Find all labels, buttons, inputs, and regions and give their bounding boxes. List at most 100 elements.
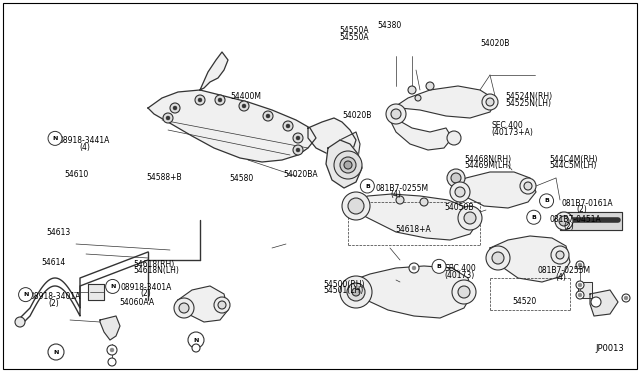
Text: (2): (2) <box>141 289 152 298</box>
Text: 54618(RH): 54618(RH) <box>133 260 174 269</box>
Circle shape <box>286 124 290 128</box>
Text: 544C5M(LH): 544C5M(LH) <box>549 161 596 170</box>
Circle shape <box>409 263 419 273</box>
Circle shape <box>450 182 470 202</box>
Text: 54020B: 54020B <box>480 39 509 48</box>
Text: B: B <box>544 198 549 203</box>
Text: (40173+A): (40173+A) <box>492 128 533 137</box>
Text: B: B <box>531 215 536 220</box>
Text: 54610: 54610 <box>64 170 88 179</box>
Circle shape <box>108 358 116 366</box>
Circle shape <box>458 206 482 230</box>
Circle shape <box>624 296 628 300</box>
Text: (40173): (40173) <box>444 271 474 280</box>
Polygon shape <box>390 110 452 150</box>
Polygon shape <box>148 90 316 162</box>
Circle shape <box>451 173 461 183</box>
Text: 54588+B: 54588+B <box>146 173 182 182</box>
Text: (4): (4) <box>79 143 90 152</box>
Circle shape <box>198 98 202 102</box>
Circle shape <box>218 98 222 102</box>
Text: 54050B: 54050B <box>444 203 474 212</box>
Text: 544C4M(RH): 544C4M(RH) <box>549 155 598 164</box>
Circle shape <box>386 104 406 124</box>
Circle shape <box>106 279 120 294</box>
Circle shape <box>110 348 114 352</box>
Circle shape <box>342 192 370 220</box>
Circle shape <box>486 246 510 270</box>
Text: 54550A: 54550A <box>339 33 369 42</box>
Text: 081B7-0451A: 081B7-0451A <box>549 215 601 224</box>
Circle shape <box>524 182 532 190</box>
Text: 54520: 54520 <box>512 297 536 306</box>
Circle shape <box>192 344 200 352</box>
Circle shape <box>344 161 352 169</box>
Polygon shape <box>178 286 228 322</box>
Polygon shape <box>490 236 570 282</box>
Text: 54469M(LH): 54469M(LH) <box>465 161 511 170</box>
Text: 54060AA: 54060AA <box>119 298 154 307</box>
Circle shape <box>622 294 630 302</box>
Circle shape <box>293 133 303 143</box>
Text: SEC.400: SEC.400 <box>492 121 524 130</box>
Text: 081B7-0255M: 081B7-0255M <box>376 184 429 193</box>
Polygon shape <box>560 212 622 230</box>
Text: 54524N(RH): 54524N(RH) <box>506 92 553 101</box>
Circle shape <box>576 291 584 299</box>
Circle shape <box>188 332 204 348</box>
Circle shape <box>293 145 303 155</box>
Circle shape <box>15 317 25 327</box>
Polygon shape <box>308 118 356 158</box>
Text: 54468N(RH): 54468N(RH) <box>465 155 512 164</box>
Circle shape <box>19 288 33 302</box>
Text: 54550A: 54550A <box>339 26 369 35</box>
Circle shape <box>551 246 569 264</box>
Circle shape <box>426 82 434 90</box>
Text: 54614: 54614 <box>41 258 65 267</box>
Circle shape <box>555 212 573 230</box>
Text: 54501(LH): 54501(LH) <box>324 286 364 295</box>
Text: 54618+A: 54618+A <box>396 225 431 234</box>
Text: (4): (4) <box>556 273 566 282</box>
Circle shape <box>578 283 582 287</box>
Circle shape <box>170 103 180 113</box>
Circle shape <box>173 106 177 110</box>
Text: (4): (4) <box>390 190 401 199</box>
Circle shape <box>458 286 470 298</box>
Circle shape <box>348 198 364 214</box>
Circle shape <box>452 280 476 304</box>
Circle shape <box>214 297 230 313</box>
Circle shape <box>334 151 362 179</box>
Text: 08918-3441A: 08918-3441A <box>59 136 110 145</box>
Circle shape <box>283 121 293 131</box>
Polygon shape <box>348 266 472 318</box>
Text: (2): (2) <box>576 205 587 214</box>
Circle shape <box>578 293 582 297</box>
Circle shape <box>391 109 401 119</box>
Polygon shape <box>338 132 360 168</box>
Circle shape <box>179 303 189 313</box>
Polygon shape <box>200 52 228 90</box>
Circle shape <box>527 210 541 224</box>
Circle shape <box>195 95 205 105</box>
Circle shape <box>432 259 446 273</box>
Circle shape <box>578 263 582 267</box>
Text: 081B7-0161A: 081B7-0161A <box>562 199 614 208</box>
Circle shape <box>218 301 226 309</box>
Text: 54020B: 54020B <box>342 111 372 120</box>
Text: 54020BA: 54020BA <box>283 170 317 179</box>
Text: SEC.400: SEC.400 <box>444 264 476 273</box>
Circle shape <box>408 86 416 94</box>
Text: 081B7-0255M: 081B7-0255M <box>538 266 591 275</box>
Polygon shape <box>452 172 536 208</box>
Text: (2): (2) <box>49 299 60 308</box>
Text: 08918-3401A: 08918-3401A <box>29 292 81 301</box>
Text: 54580: 54580 <box>229 174 253 183</box>
Text: 54613: 54613 <box>46 228 70 237</box>
Circle shape <box>166 116 170 120</box>
Text: N: N <box>53 350 59 355</box>
Circle shape <box>591 297 601 307</box>
Text: (2): (2) <box>563 222 574 231</box>
Text: N: N <box>23 292 28 297</box>
Text: 54525N(LH): 54525N(LH) <box>506 99 552 108</box>
